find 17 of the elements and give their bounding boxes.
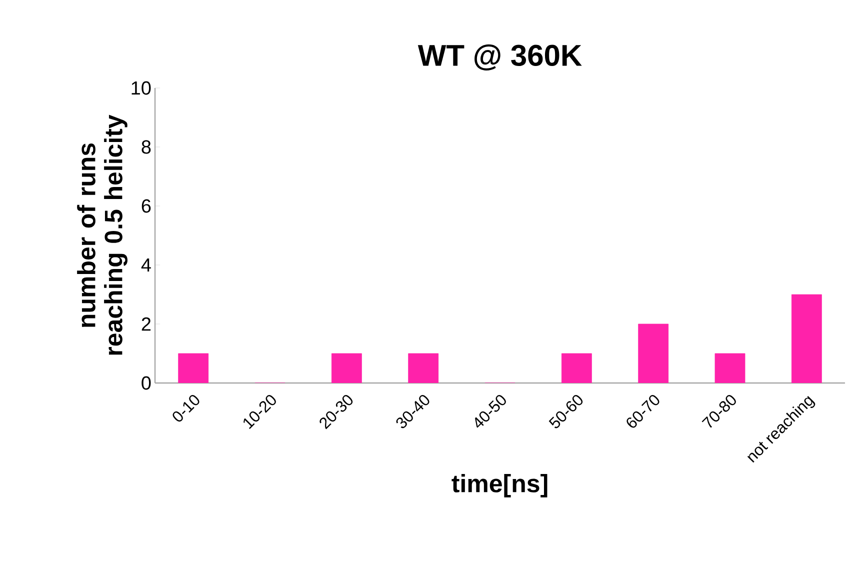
bar xyxy=(408,353,439,383)
y-axis-title: number of runs reaching 0.5 helicity xyxy=(77,114,128,355)
x-tick-label: 0-10 xyxy=(172,395,200,422)
bar xyxy=(178,353,209,383)
y-tick-label: 0 xyxy=(142,376,151,390)
y-tick-label: 4 xyxy=(141,258,151,272)
y-tick-label: 10 xyxy=(132,81,151,95)
x-axis-title: time[ns] xyxy=(452,474,548,498)
y-tick-label: 2 xyxy=(142,317,151,331)
bar xyxy=(638,324,669,383)
bar xyxy=(714,353,746,383)
y-tick-label: 8 xyxy=(142,140,151,154)
bar xyxy=(561,353,592,383)
bar xyxy=(331,353,362,383)
bar xyxy=(791,294,822,383)
y-tick-label: 6 xyxy=(142,199,151,213)
chart-title: WT @ 360K xyxy=(418,44,582,70)
